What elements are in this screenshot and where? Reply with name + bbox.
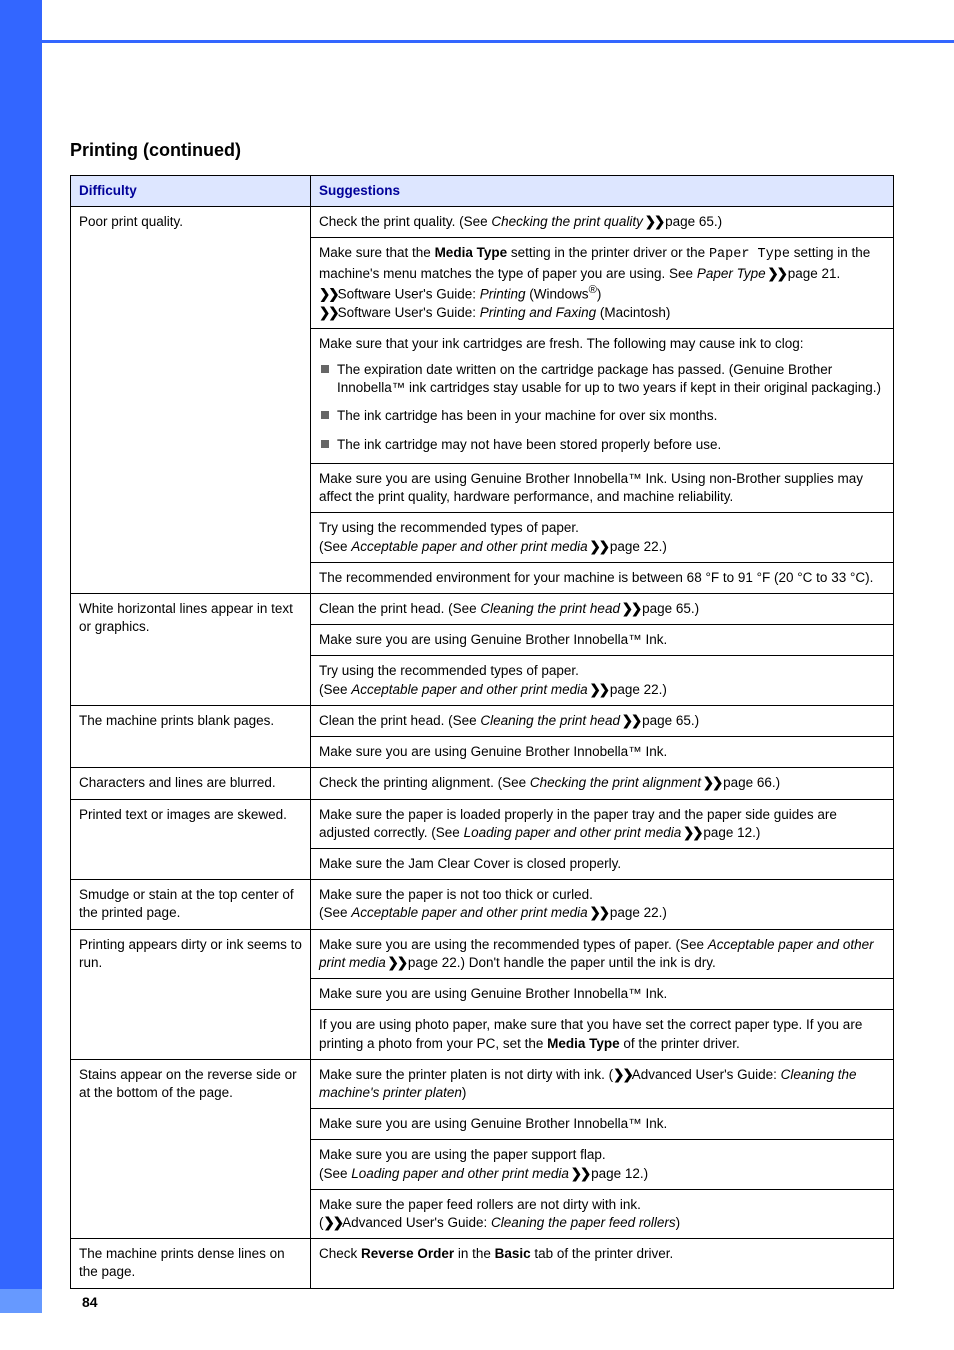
sidebar-stripe [0,0,42,1290]
th-suggestions: Suggestions [311,176,894,207]
suggestion-cell: Make sure you are using the paper suppor… [311,1140,894,1189]
suggestion-cell: Check Reverse Order in the Basic tab of … [311,1239,894,1288]
difficulty-cell: The machine prints dense lines on the pa… [71,1239,311,1288]
suggestion-cell: Make sure that your ink cartridges are f… [311,328,894,463]
bullet-item: The expiration date written on the cartr… [319,361,885,397]
suggestion-cell: Make sure you are using Genuine Brother … [311,1109,894,1140]
suggestion-cell: Check the print quality. (See Checking t… [311,207,894,238]
suggestion-cell: Clean the print head. (See Cleaning the … [311,594,894,625]
suggestion-cell: If you are using photo paper, make sure … [311,1010,894,1059]
difficulty-cell: White horizontal lines appear in text or… [71,594,311,706]
suggestion-cell: Make sure you are using the recommended … [311,929,894,978]
difficulty-cell: Smudge or stain at the top center of the… [71,880,311,929]
suggestion-cell: Make sure the paper is not too thick or … [311,880,894,929]
section-title: Printing (continued) [70,140,894,161]
th-difficulty: Difficulty [71,176,311,207]
bullet-item: The ink cartridge has been in your machi… [319,407,885,425]
difficulty-cell: Printed text or images are skewed. [71,799,311,880]
suggestion-cell: Make sure the printer platen is not dirt… [311,1059,894,1108]
top-rule [0,40,954,43]
footer-tab [0,1289,42,1313]
bullet-item: The ink cartridge may not have been stor… [319,436,885,454]
suggestion-cell: Clean the print head. (See Cleaning the … [311,705,894,736]
page-content: Printing (continued) Difficulty Suggesti… [70,140,894,1289]
suggestion-cell: The recommended environment for your mac… [311,562,894,593]
difficulty-cell: Stains appear on the reverse side or at … [71,1059,311,1239]
page-number: 84 [82,1294,98,1310]
suggestion-cell: Try using the recommended types of paper… [311,513,894,562]
suggestion-cell: Check the printing alignment. (See Check… [311,768,894,799]
suggestion-cell: Try using the recommended types of paper… [311,656,894,705]
suggestion-cell: Make sure the paper feed rollers are not… [311,1189,894,1238]
difficulty-cell: The machine prints blank pages. [71,705,311,767]
difficulty-cell: Poor print quality. [71,207,311,594]
suggestion-cell: Make sure that the Media Type setting in… [311,238,894,328]
suggestion-cell: Make sure you are using Genuine Brother … [311,625,894,656]
suggestion-cell: Make sure you are using Genuine Brother … [311,737,894,768]
suggestion-cell: Make sure you are using Genuine Brother … [311,979,894,1010]
suggestion-cell: Make sure you are using Genuine Brother … [311,463,894,512]
suggestion-cell: Make sure the paper is loaded properly i… [311,799,894,848]
troubleshoot-table: Difficulty Suggestions Poor print qualit… [70,175,894,1289]
difficulty-cell: Printing appears dirty or ink seems to r… [71,929,311,1059]
difficulty-cell: Characters and lines are blurred. [71,768,311,799]
suggestion-cell: Make sure the Jam Clear Cover is closed … [311,848,894,879]
